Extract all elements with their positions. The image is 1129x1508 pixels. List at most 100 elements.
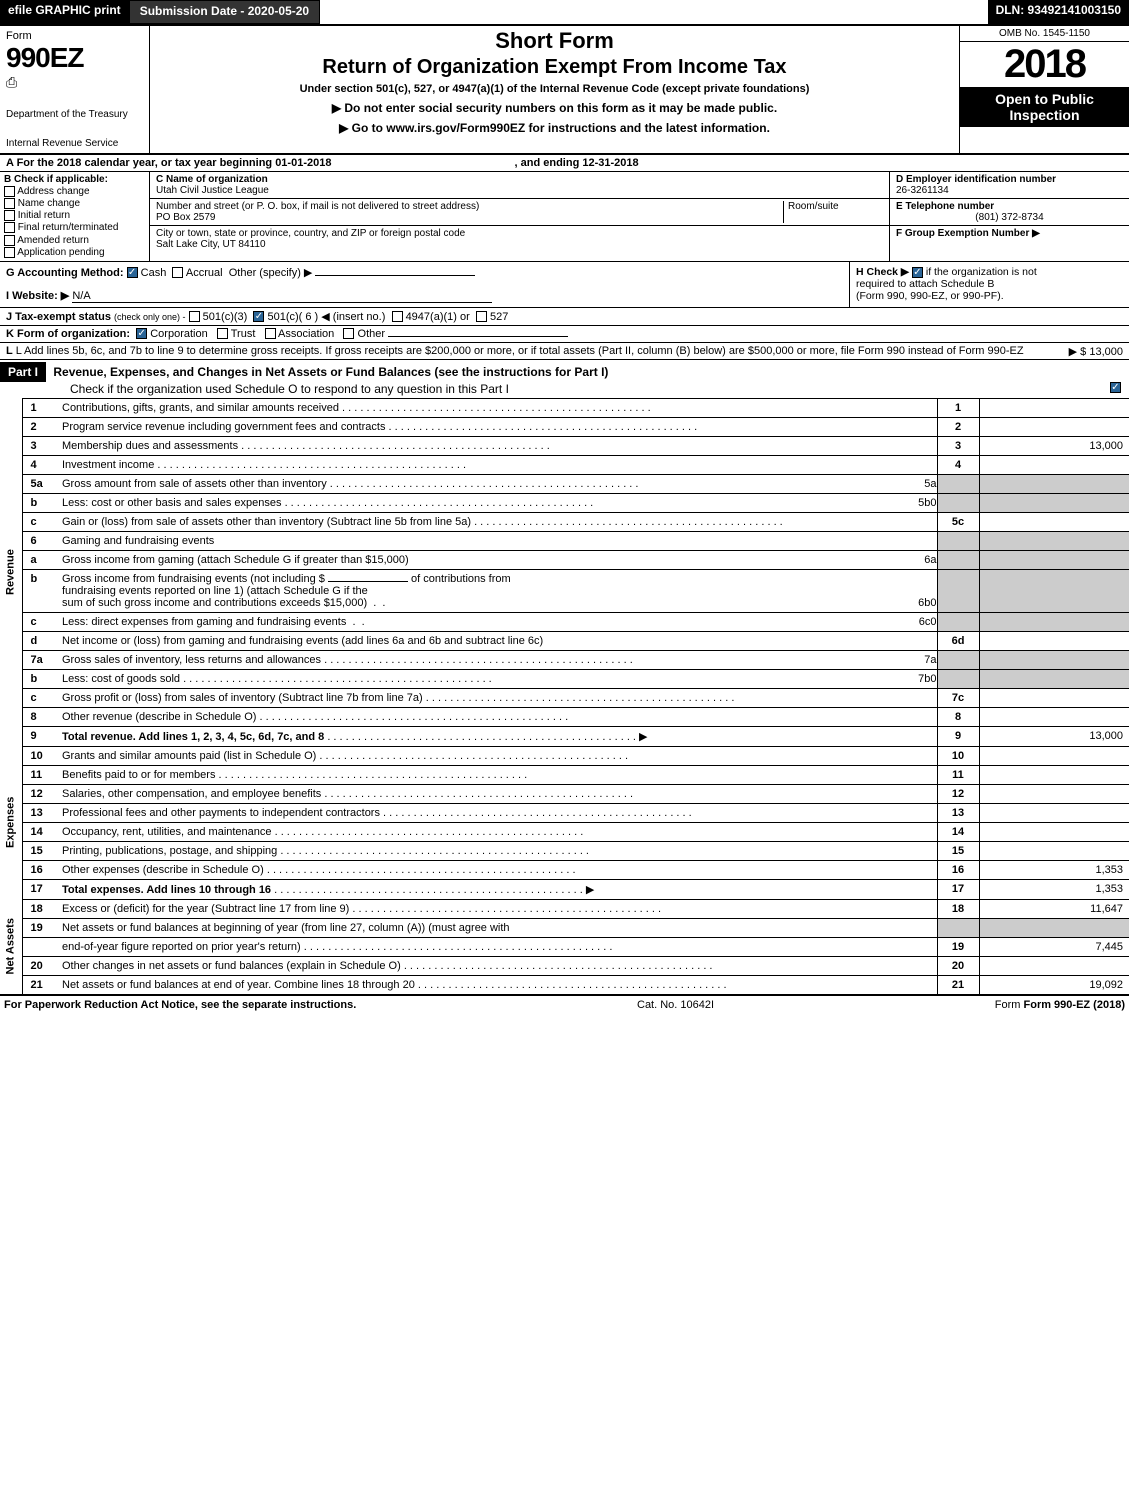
box-j-label: J Tax-exempt status xyxy=(6,311,111,323)
form-number-box: Form 990EZ ⎙ Department of the Treasury … xyxy=(0,26,150,153)
box-h-label: H Check ▶ xyxy=(856,266,909,278)
box-l: L L Add lines 5b, 6c, and 7b to line 9 t… xyxy=(0,342,1129,359)
opt-final-return[interactable]: Final return/terminated xyxy=(4,222,145,233)
box-g-label: G Accounting Method: xyxy=(6,267,124,279)
line-5c: c Gain or (loss) from sale of assets oth… xyxy=(0,512,1129,531)
part-1-badge: Part I xyxy=(0,362,46,382)
j-4947-checkbox[interactable] xyxy=(392,311,403,322)
h-text1: if the organization is not xyxy=(926,266,1037,278)
box-c-label: C Name of organization xyxy=(156,174,268,185)
opt-address-change[interactable]: Address change xyxy=(4,186,145,197)
efile-label[interactable]: efile GRAPHIC print xyxy=(0,0,129,24)
part-1-checkbox[interactable]: ✓ xyxy=(1110,382,1121,393)
opt-amended-return[interactable]: Amended return xyxy=(4,235,145,246)
k-assoc-checkbox[interactable] xyxy=(265,328,276,339)
k-other: Other xyxy=(358,328,386,340)
fundraising-blank[interactable] xyxy=(328,581,408,582)
lines-table: Revenue 1 Contributions, gifts, grants, … xyxy=(0,398,1129,994)
street-label: Number and street (or P. O. box, if mail… xyxy=(156,201,479,212)
j-527-checkbox[interactable] xyxy=(476,311,487,322)
box-f-label: F Group Exemption Number ▶ xyxy=(896,228,1040,239)
j-501c3: 501(c)(3) xyxy=(203,311,248,323)
line-19b: end-of-year figure reported on prior yea… xyxy=(0,937,1129,956)
line-6b: b Gross income from fundraising events (… xyxy=(0,569,1129,612)
opt-application-pending[interactable]: Application pending xyxy=(4,247,145,258)
footer-right: Form Form 990-EZ (2018) xyxy=(995,999,1125,1011)
box-d: D Employer identification number 26-3261… xyxy=(890,172,1129,199)
return-title: Return of Organization Exempt From Incom… xyxy=(158,56,951,79)
box-j-note: (check only one) - xyxy=(114,312,186,322)
line-8: 8 Other revenue (describe in Schedule O)… xyxy=(0,707,1129,726)
j-4947: 4947(a)(1) or xyxy=(406,311,470,323)
part-1-check-text: Check if the organization used Schedule … xyxy=(0,382,509,396)
h-text2: required to attach Schedule B xyxy=(856,278,994,290)
accrual-checkbox[interactable] xyxy=(172,267,183,278)
accrual-label: Accrual xyxy=(186,267,223,279)
spacer xyxy=(320,0,987,24)
box-f: F Group Exemption Number ▶ xyxy=(890,226,1129,241)
short-form-title: Short Form xyxy=(158,28,951,54)
line-11: 11Benefits paid to or for members11 xyxy=(0,765,1129,784)
h-text3: (Form 990, 990-EZ, or 990-PF). xyxy=(856,290,1004,302)
j-501c3-checkbox[interactable] xyxy=(189,311,200,322)
other-label: Other (specify) ▶ xyxy=(229,267,313,279)
city-label: City or town, state or province, country… xyxy=(156,228,465,239)
h-checkbox[interactable]: ✓ xyxy=(912,267,923,278)
line-6: 6 Gaming and fundraising events xyxy=(0,531,1129,550)
part-1-title: Revenue, Expenses, and Changes in Net As… xyxy=(49,363,612,381)
form-number: 990EZ xyxy=(6,42,143,74)
line-14: 14Occupancy, rent, utilities, and mainte… xyxy=(0,822,1129,841)
box-k-label: K Form of organization: xyxy=(6,328,130,340)
k-assoc: Association xyxy=(278,328,334,340)
line-5b: b Less: cost or other basis and sales ex… xyxy=(0,493,1129,512)
line-7c: c Gross profit or (loss) from sales of i… xyxy=(0,688,1129,707)
line-4: 4 Investment income 4 xyxy=(0,455,1129,474)
line-7a: 7a Gross sales of inventory, less return… xyxy=(0,650,1129,669)
line-6a: a Gross income from gaming (attach Sched… xyxy=(0,550,1129,569)
box-i-label: I Website: ▶ xyxy=(6,290,69,302)
j-501c: 501(c)( 6 ) ◀ (insert no.) xyxy=(267,311,385,323)
line-18: Net Assets 18Excess or (deficit) for the… xyxy=(0,899,1129,918)
box-e-label: E Telephone number xyxy=(896,201,994,212)
submission-date-button[interactable]: Submission Date - 2020-05-20 xyxy=(129,0,320,24)
k-other-input[interactable] xyxy=(388,336,568,337)
box-c: C Name of organization Utah Civil Justic… xyxy=(150,172,889,261)
line-21: 21Net assets or fund balances at end of … xyxy=(0,975,1129,994)
page-footer: For Paperwork Reduction Act Notice, see … xyxy=(0,994,1129,1014)
k-corp: Corporation xyxy=(150,328,207,340)
room-label: Room/suite xyxy=(788,201,839,212)
period-end: , and ending 12-31-2018 xyxy=(515,157,639,169)
opt-name-change[interactable]: Name change xyxy=(4,198,145,209)
cash-label: Cash xyxy=(141,267,167,279)
box-l-amount: ▶ $ 13,000 xyxy=(1069,345,1123,358)
instruction-2: ▶ Go to www.irs.gov/Form990EZ for instru… xyxy=(158,121,951,135)
open-to-public: Open to Public Inspection xyxy=(960,87,1129,127)
k-other-checkbox[interactable] xyxy=(343,328,354,339)
box-e: E Telephone number (801) 372-8734 xyxy=(890,199,1129,226)
k-trust-checkbox[interactable] xyxy=(217,328,228,339)
line-6c: c Less: direct expenses from gaming and … xyxy=(0,612,1129,631)
footer-mid: Cat. No. 10642I xyxy=(637,999,714,1011)
side-expenses: Expenses xyxy=(0,746,22,899)
street-cell: Number and street (or P. O. box, if mail… xyxy=(150,199,889,226)
line-15: 15Printing, publications, postage, and s… xyxy=(0,841,1129,860)
opt-initial-return[interactable]: Initial return xyxy=(4,210,145,221)
section-g-h: G Accounting Method: ✓ Cash Accrual Othe… xyxy=(0,261,1129,307)
form-word: Form xyxy=(6,30,143,42)
j-501c-checkbox[interactable]: ✓ xyxy=(253,311,264,322)
j-527: 527 xyxy=(490,311,508,323)
other-input[interactable] xyxy=(315,275,475,276)
ein-value: 26-3261134 xyxy=(896,185,949,196)
dln-label: DLN: 93492141003150 xyxy=(988,0,1129,24)
box-k: K Form of organization: ✓ Corporation Tr… xyxy=(0,325,1129,342)
city-value: Salt Lake City, UT 84110 xyxy=(156,239,266,250)
entity-info-row: B Check if applicable: Address change Na… xyxy=(0,171,1129,261)
instruction-1: ▶ Do not enter social security numbers o… xyxy=(158,101,951,115)
street-value: PO Box 2579 xyxy=(156,212,215,223)
k-corp-checkbox[interactable]: ✓ xyxy=(136,328,147,339)
cash-checkbox[interactable]: ✓ xyxy=(127,267,138,278)
box-l-text: L Add lines 5b, 6c, and 7b to line 9 to … xyxy=(16,345,1024,357)
form-header: Form 990EZ ⎙ Department of the Treasury … xyxy=(0,24,1129,153)
line-2: 2 Program service revenue including gove… xyxy=(0,417,1129,436)
under-section: Under section 501(c), 527, or 4947(a)(1)… xyxy=(158,83,951,95)
